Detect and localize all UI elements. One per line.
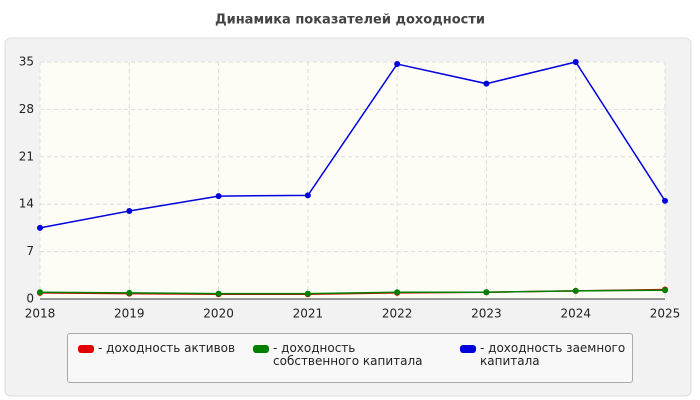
legend-swatch: [460, 345, 476, 353]
point: [572, 59, 579, 65]
x-tick-label: 2023: [471, 307, 502, 321]
legend-swatch: [253, 345, 269, 353]
legend-item: - доходность заемного капитала: [460, 342, 635, 368]
point: [37, 289, 43, 296]
point: [126, 289, 133, 296]
point: [483, 80, 490, 87]
point: [37, 224, 43, 231]
legend: - доходность активов - доходность собстве…: [67, 333, 633, 383]
point: [126, 207, 133, 214]
y-tick-label: 28: [19, 102, 34, 116]
x-tick-label: 2020: [203, 307, 234, 321]
x-tick-label: 2024: [560, 307, 591, 321]
x-tick-label: 2019: [114, 307, 145, 321]
y-tick-label: 35: [19, 55, 34, 69]
point: [304, 192, 311, 199]
legend-label: - доходность собственного капитала: [273, 341, 423, 368]
chart-title: Динамика показателей доходности: [215, 13, 485, 28]
point: [215, 290, 222, 297]
series-line: [39, 289, 666, 295]
point: [304, 290, 311, 297]
point: [662, 197, 668, 204]
legend-item: - доходность собственного капитала: [253, 342, 428, 368]
legend-swatch: [78, 345, 94, 353]
y-tick-label: 21: [19, 149, 34, 163]
x-tick-label: 2018: [25, 307, 56, 321]
legend-label: - доходность активов: [98, 341, 236, 355]
point: [662, 287, 668, 294]
series-line: [39, 61, 666, 229]
y-tick-label: 0: [26, 292, 34, 306]
legend-label: - доходность заемного капитала: [480, 341, 626, 368]
point: [215, 193, 222, 200]
point: [394, 61, 401, 68]
point: [394, 289, 401, 296]
x-tick-label: 2022: [382, 307, 413, 321]
plot-area: [40, 62, 665, 299]
x-tick-label: 2025: [650, 307, 681, 321]
y-tick-label: 14: [19, 197, 34, 211]
y-tick-label: 7: [26, 244, 34, 258]
legend-item: - доходность активов: [78, 342, 253, 355]
point: [572, 287, 579, 294]
x-tick-label: 2021: [293, 307, 324, 321]
point: [483, 289, 490, 296]
